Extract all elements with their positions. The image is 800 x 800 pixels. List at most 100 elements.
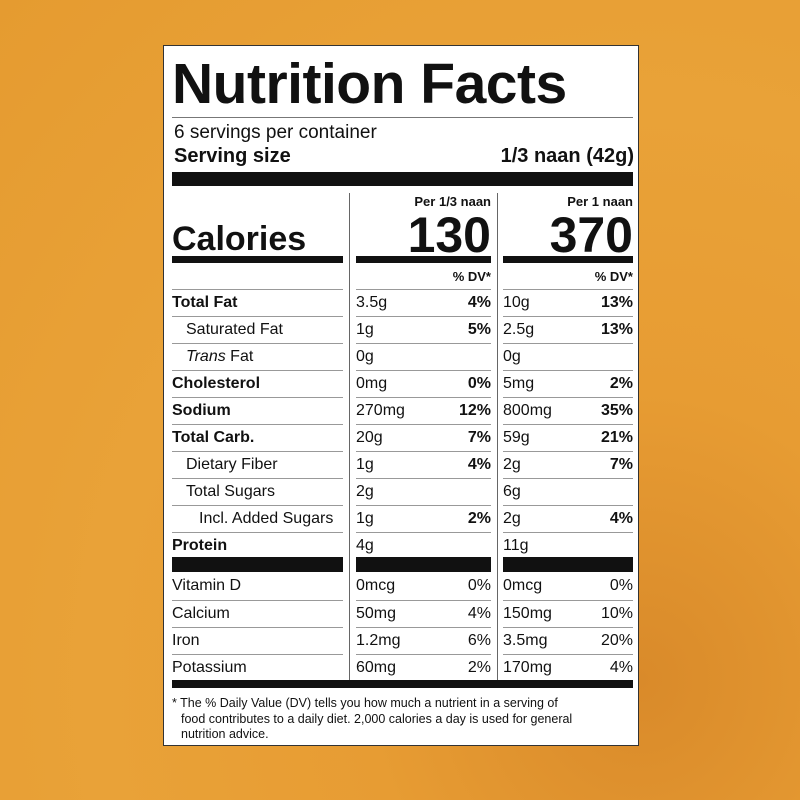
- daily-value-per-whole: 2%: [609, 375, 633, 392]
- nutrient-name: Cholesterol: [172, 375, 261, 392]
- nutrient-name-italic: Trans: [186, 348, 226, 365]
- value-cell-per-third: 1g 4%: [356, 451, 491, 478]
- nutrient-name: Saturated Fat: [186, 321, 283, 338]
- serving-size-row: Serving size 1/3 naan (42g): [174, 145, 634, 168]
- amount-per-third: 60mg: [356, 659, 397, 676]
- dv-header: % DV*: [594, 268, 633, 284]
- amount-per-third: 50mg: [356, 605, 397, 622]
- nutrient-name: Iron: [172, 632, 200, 649]
- amount-per-whole: 2g: [503, 456, 521, 473]
- calories-label: Calories: [172, 220, 307, 258]
- amount-per-whole: 10g: [503, 294, 530, 311]
- value-cell-per-third: 2g: [356, 478, 491, 505]
- value-cell-per-whole: 150mg 10%: [503, 600, 633, 627]
- amount-per-whole: 59g: [503, 429, 530, 446]
- nutrient-name-cell: Total Fat: [172, 289, 343, 316]
- value-cell-per-third: 3.5g 4%: [356, 289, 491, 316]
- nutrient-name-cell: Vitamin D: [172, 573, 343, 599]
- amount-per-third: 20g: [356, 429, 383, 446]
- amount-per-whole: 0g: [503, 348, 521, 365]
- value-cell-per-third: 0g: [356, 343, 491, 370]
- daily-value-per-third: 12%: [458, 402, 491, 419]
- nutrient-name: Total Sugars: [186, 483, 275, 500]
- vitamin-row: Calcium 50mg 4% 150mg 10%: [164, 600, 640, 627]
- amount-per-whole: 150mg: [503, 605, 552, 622]
- nutrient-name-cell: Sodium: [172, 397, 343, 424]
- amount-per-third: 1g: [356, 456, 374, 473]
- nutrient-name: Incl. Added Sugars: [199, 510, 334, 527]
- daily-value-per-whole: 13%: [600, 294, 633, 311]
- nutrient-row: Incl. Added Sugars 1g 2% 2g 4%: [164, 505, 640, 532]
- daily-value-per-whole: 7%: [609, 456, 633, 473]
- nutrient-name-cell: Dietary Fiber: [172, 451, 343, 478]
- value-cell-per-whole: 800mg 35%: [503, 397, 633, 424]
- vitamin-row: Iron 1.2mg 6% 3.5mg 20%: [164, 627, 640, 654]
- value-cell-per-whole: 2g 7%: [503, 451, 633, 478]
- nutrient-name-rest: Fat: [225, 348, 254, 365]
- dv-header-row: % DV* % DV*: [164, 263, 640, 290]
- divider-bar: [356, 256, 491, 263]
- divider-bar: [172, 256, 343, 263]
- amount-per-third: 4g: [356, 537, 374, 554]
- footnote: * The % Daily Value (DV) tells you how m…: [172, 696, 632, 743]
- nutrient-name-cell: Total Sugars: [172, 478, 343, 505]
- nutrient-row: Total Sugars 2g 6g: [164, 478, 640, 505]
- nutrient-name-cell: Total Carb.: [172, 424, 343, 451]
- value-cell-per-third: 270mg 12%: [356, 397, 491, 424]
- divider: [172, 117, 633, 118]
- nutrient-name: Dietary Fiber: [186, 456, 278, 473]
- column-divider: [349, 193, 350, 682]
- serving-size-value: 1/3 naan (42g): [500, 145, 634, 167]
- divider-bar: [172, 557, 343, 572]
- daily-value-per-whole: 4%: [609, 659, 633, 676]
- daily-value-per-third: 2%: [467, 510, 491, 527]
- value-cell-per-third: 1g 2%: [356, 505, 491, 532]
- daily-value-per-third: 4%: [467, 456, 491, 473]
- footnote-line: nutrition advice.: [181, 727, 269, 741]
- nutrient-name: Total Fat: [172, 294, 238, 311]
- daily-value-per-third: 6%: [467, 632, 491, 649]
- value-cell-per-whole: 2g 4%: [503, 505, 633, 532]
- nutrient-name-cell: Calcium: [172, 600, 343, 627]
- vitamin-row: Vitamin D 0mcg 0% 0mcg 0%: [164, 573, 640, 600]
- daily-value-per-third: 7%: [467, 429, 491, 446]
- value-cell-per-third: 0mcg 0%: [356, 573, 491, 599]
- amount-per-whole: 5mg: [503, 375, 535, 392]
- nutrient-name-cell: Incl. Added Sugars: [172, 505, 343, 532]
- daily-value-per-whole: 13%: [600, 321, 633, 338]
- nutrient-name-cell: Trans Fat: [172, 343, 343, 370]
- amount-per-whole: 170mg: [503, 659, 552, 676]
- value-cell-per-whole: 3.5mg 20%: [503, 627, 633, 654]
- value-cell-per-whole: 11g: [503, 532, 633, 559]
- nutrient-name: Protein: [172, 537, 228, 554]
- daily-value-per-third: 5%: [467, 321, 491, 338]
- calories-per-third: 130: [407, 207, 491, 263]
- footnote-line: food contributes to a daily diet. 2,000 …: [181, 711, 573, 726]
- divider-bar: [503, 557, 633, 572]
- label-title: Nutrition Facts: [172, 52, 567, 116]
- calories-per-whole: 370: [549, 207, 633, 263]
- daily-value-per-third: 0%: [467, 375, 491, 392]
- value-cell-per-third: 0mg 0%: [356, 370, 491, 397]
- nutrient-row: Total Fat 3.5g 4% 10g 13%: [164, 289, 640, 316]
- amount-per-third: 2g: [356, 483, 374, 500]
- nutrient-row: Cholesterol 0mg 0% 5mg 2%: [164, 370, 640, 397]
- value-cell-per-third: 20g 7%: [356, 424, 491, 451]
- amount-per-third: 0g: [356, 348, 374, 365]
- daily-value-per-third: 4%: [467, 605, 491, 622]
- daily-value-per-whole: 10%: [600, 605, 633, 622]
- thick-divider: [172, 680, 633, 688]
- value-cell-per-third: 4g: [356, 532, 491, 559]
- nutrient-name-cell: Saturated Fat: [172, 316, 343, 343]
- daily-value-per-third: 0%: [467, 577, 491, 594]
- amount-per-third: 270mg: [356, 402, 405, 419]
- vitamin-row: Potassium 60mg 2% 170mg 4%: [164, 654, 640, 681]
- value-cell-per-whole: 10g 13%: [503, 289, 633, 316]
- nutrient-name: Calcium: [172, 605, 230, 622]
- value-cell-per-whole: 2.5g 13%: [503, 316, 633, 343]
- column-header-per-third: Per 1/3 naan: [414, 194, 491, 209]
- daily-value-per-third: 2%: [467, 659, 491, 676]
- nutrient-row: Trans Fat 0g 0g: [164, 343, 640, 370]
- amount-per-whole: 0mcg: [503, 577, 543, 594]
- value-cell-per-whole: 6g: [503, 478, 633, 505]
